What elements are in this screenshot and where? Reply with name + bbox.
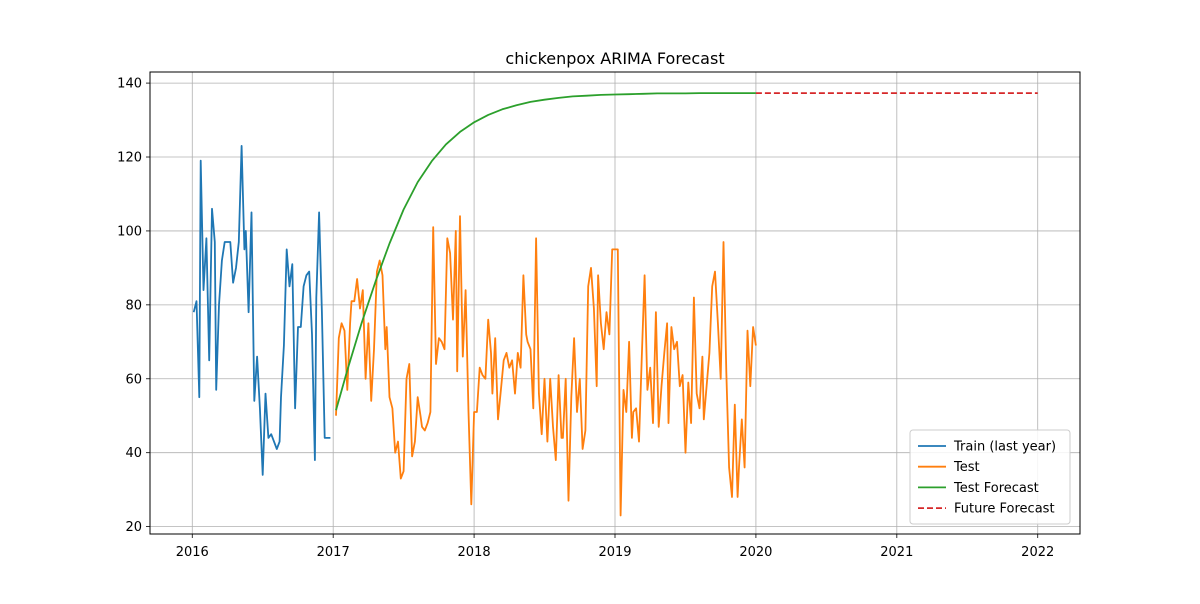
x-tick-label: 2016	[176, 545, 209, 560]
x-tick-label: 2020	[739, 545, 772, 560]
legend-label: Test Forecast	[953, 481, 1039, 496]
chart-title: chickenpox ARIMA Forecast	[505, 49, 724, 68]
y-tick-label: 60	[125, 372, 142, 387]
legend-label: Future Forecast	[954, 502, 1055, 517]
y-tick-label: 80	[125, 298, 142, 313]
x-tick-label: 2019	[598, 545, 631, 560]
legend-label: Train (last year)	[953, 440, 1056, 455]
x-tick-label: 2018	[458, 545, 491, 560]
y-tick-label: 120	[117, 151, 142, 166]
series-line-1	[192, 144, 331, 476]
x-tick-label: 2021	[880, 545, 913, 560]
x-tick-label: 2022	[1021, 545, 1054, 560]
series-line-2	[335, 215, 757, 517]
legend-label: Test	[953, 460, 980, 475]
y-tick-label: 20	[125, 520, 142, 535]
y-tick-label: 140	[117, 77, 142, 92]
x-tick-label: 2017	[317, 545, 350, 560]
y-tick-label: 100	[117, 224, 142, 239]
series-line-3	[335, 92, 756, 411]
y-tick-label: 40	[125, 446, 142, 461]
legend-box	[909, 429, 1071, 525]
